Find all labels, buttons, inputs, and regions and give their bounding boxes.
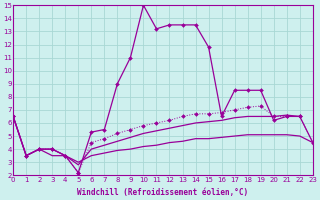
X-axis label: Windchill (Refroidissement éolien,°C): Windchill (Refroidissement éolien,°C)	[77, 188, 249, 197]
